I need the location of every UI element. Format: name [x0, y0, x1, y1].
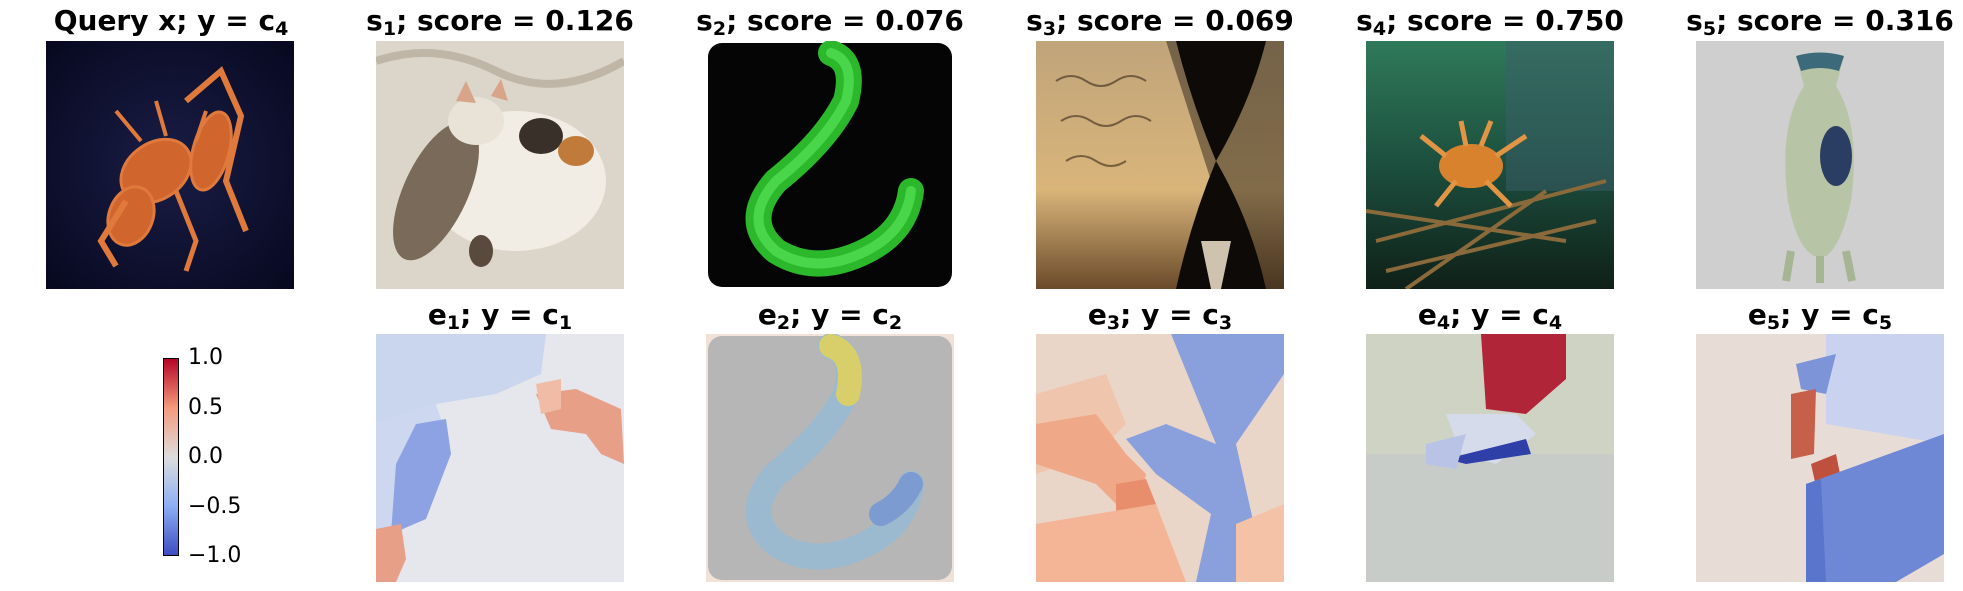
e3-heatmap: [1036, 334, 1284, 582]
s2-title: s2; score = 0.076: [696, 4, 964, 40]
query-image: [46, 41, 294, 289]
e4-heatmap: [1366, 334, 1614, 582]
e4-title: e4; y = c4: [1417, 298, 1563, 334]
colorbar-tick-label: 0.5: [188, 395, 223, 420]
s3-image: [1036, 41, 1284, 289]
s3-title: s3; score = 0.069: [1026, 4, 1294, 40]
e1-title: e1; y = c1: [427, 298, 573, 334]
colorbar-tick-label: 0.0: [188, 444, 223, 469]
s4-title: s4; score = 0.750: [1356, 4, 1624, 40]
s5-title: s5; score = 0.316: [1686, 4, 1954, 40]
query-title: Query x; y = c4: [53, 4, 289, 40]
s1-image: [376, 41, 624, 289]
e5-heatmap: [1696, 334, 1944, 582]
colorbar: [163, 358, 179, 556]
colorbar-tick-label: 1.0: [188, 345, 223, 370]
e2-heatmap: [706, 334, 954, 582]
e1-heatmap: [376, 334, 624, 582]
colorbar-tick-label: −1.0: [188, 543, 242, 568]
s4-image: [1366, 41, 1614, 289]
s5-image: [1696, 41, 1944, 289]
e5-title: e5; y = c5: [1747, 298, 1893, 334]
s2-image: [706, 41, 954, 289]
e2-title: e2; y = c2: [757, 298, 903, 334]
s1-title: s1; score = 0.126: [366, 4, 634, 40]
e3-title: e3; y = c3: [1087, 298, 1233, 334]
colorbar-tick-label: −0.5: [188, 494, 242, 519]
